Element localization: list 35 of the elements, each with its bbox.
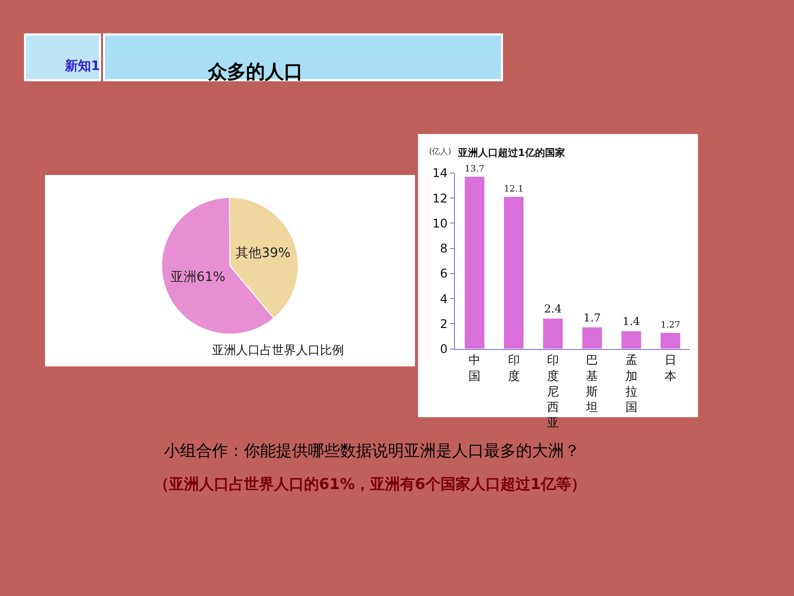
data-label: 1.27	[660, 320, 680, 330]
y-tick-label: 4	[440, 292, 448, 306]
y-tick-label: 6	[440, 266, 448, 281]
bar	[621, 331, 642, 349]
bar	[582, 327, 602, 349]
bar	[464, 176, 484, 349]
text: （亚洲人口占世界人口的61%，亚洲有6个国家人口超过1亿等）	[154, 475, 586, 493]
text: 亚洲人口占世界人口比例	[212, 343, 344, 357]
x-tick-label: 中国	[468, 353, 481, 383]
y-tick-label: 8	[440, 242, 448, 256]
data-label: 1.4	[622, 315, 640, 328]
chart-title: 亚洲人口超过1亿的国家	[457, 147, 565, 159]
x-tick-label: 巴基斯坦	[585, 353, 598, 414]
y-tick-label: 0	[440, 342, 448, 356]
bar	[660, 332, 680, 349]
data-label: 13.7	[464, 164, 484, 174]
text: 小组合作：你能提供哪些数据说明亚洲是人口最多的大洲？	[164, 441, 580, 460]
data-label: 1.7	[583, 311, 601, 324]
text: 新知1	[64, 58, 100, 74]
slice-label: 亚洲61%	[170, 270, 226, 286]
data-label: 12.1	[504, 184, 524, 194]
bar	[504, 196, 524, 349]
bar	[543, 318, 563, 349]
y-tick-label: 10	[432, 216, 448, 230]
x-tick-label: 日本	[664, 353, 676, 383]
y-tick-label: 12	[432, 191, 448, 206]
x-tick-label: 印度尼西亚	[546, 353, 559, 430]
data-label: 2.4	[544, 302, 562, 316]
y-tick-label: 14	[432, 166, 448, 180]
x-tick-label: 印度	[508, 353, 520, 383]
y-tick-label: 2	[440, 316, 448, 331]
slice-label: 其他39%	[236, 246, 291, 262]
x-tick-label: 孟加拉国	[625, 353, 638, 414]
text: 众多的人口	[207, 61, 303, 83]
y-axis-title: (亿人)	[429, 147, 452, 156]
